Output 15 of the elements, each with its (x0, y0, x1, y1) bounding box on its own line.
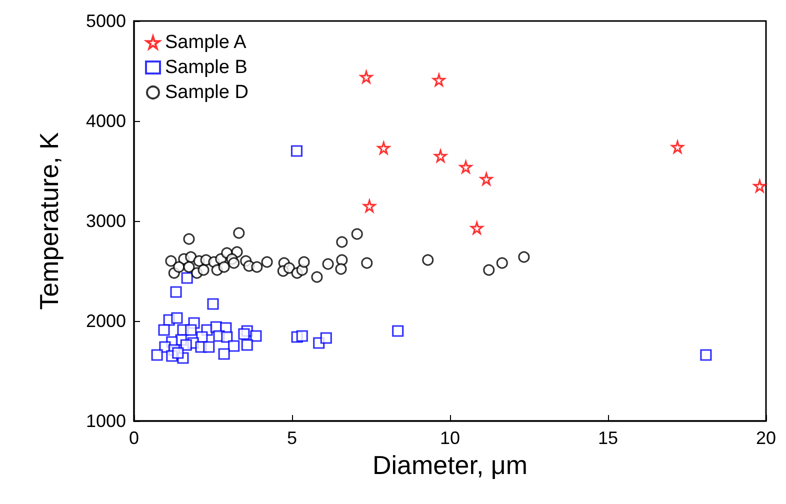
y-tick-label: 5000 (86, 11, 126, 31)
y-tick-label: 3000 (86, 211, 126, 231)
x-tick-label: 15 (598, 428, 618, 448)
x-tick-label: 0 (128, 428, 140, 448)
x-tick-label: 10 (440, 428, 460, 448)
y-axis-title: Temperature, K (34, 131, 64, 310)
x-axis-title: Diameter, μm (372, 450, 528, 480)
legend-label: Sample A (165, 32, 247, 53)
y-tick-label: 2000 (86, 311, 126, 331)
y-tick-label: 4000 (86, 111, 126, 131)
legend-label: Sample D (165, 82, 248, 103)
x-tick-label: 20 (756, 428, 776, 448)
legend-label: Sample B (165, 57, 248, 78)
x-tick-label: 5 (286, 428, 298, 448)
y-tick-label: 1000 (86, 411, 126, 431)
